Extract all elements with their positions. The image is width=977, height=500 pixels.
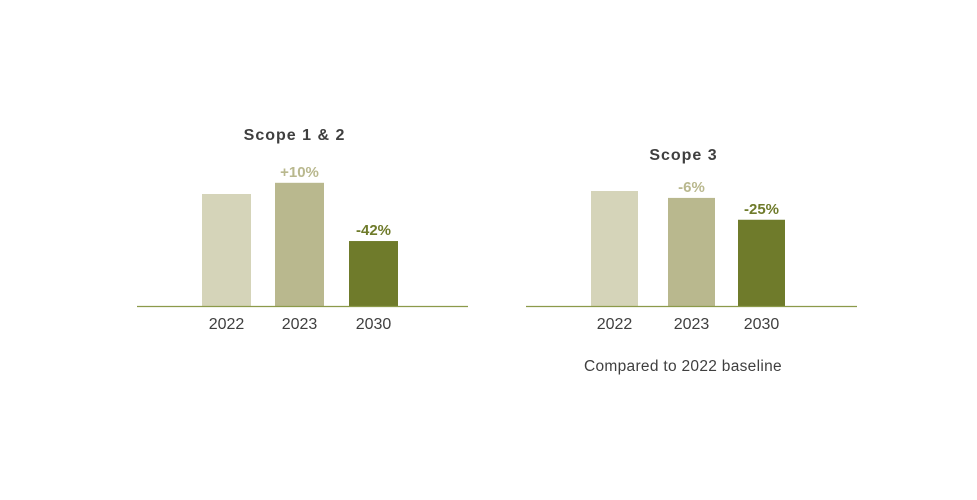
x-tick-2023: 2023 xyxy=(674,316,710,333)
bar-2023 xyxy=(668,197,715,306)
bar-2030 xyxy=(738,219,785,306)
data-label-2023: +10% xyxy=(280,164,319,181)
data-label-2023: -6% xyxy=(678,179,705,196)
bar-2022 xyxy=(202,194,251,306)
x-tick-2023: 2023 xyxy=(282,316,318,333)
chart-title: Scope 3 xyxy=(649,147,717,164)
x-tick-2022: 2022 xyxy=(209,316,245,333)
data-label-2030: -42% xyxy=(356,222,391,239)
x-tick-2022: 2022 xyxy=(597,316,633,333)
data-label-2030: -25% xyxy=(744,201,779,218)
x-tick-2030: 2030 xyxy=(744,316,780,333)
bar-2023 xyxy=(275,182,324,306)
chart-title: Scope 1 & 2 xyxy=(244,127,346,144)
baseline-note: Compared to 2022 baseline xyxy=(584,358,782,375)
bar-2030 xyxy=(349,241,398,306)
bar-2022 xyxy=(591,191,638,306)
x-tick-2030: 2030 xyxy=(356,316,392,333)
